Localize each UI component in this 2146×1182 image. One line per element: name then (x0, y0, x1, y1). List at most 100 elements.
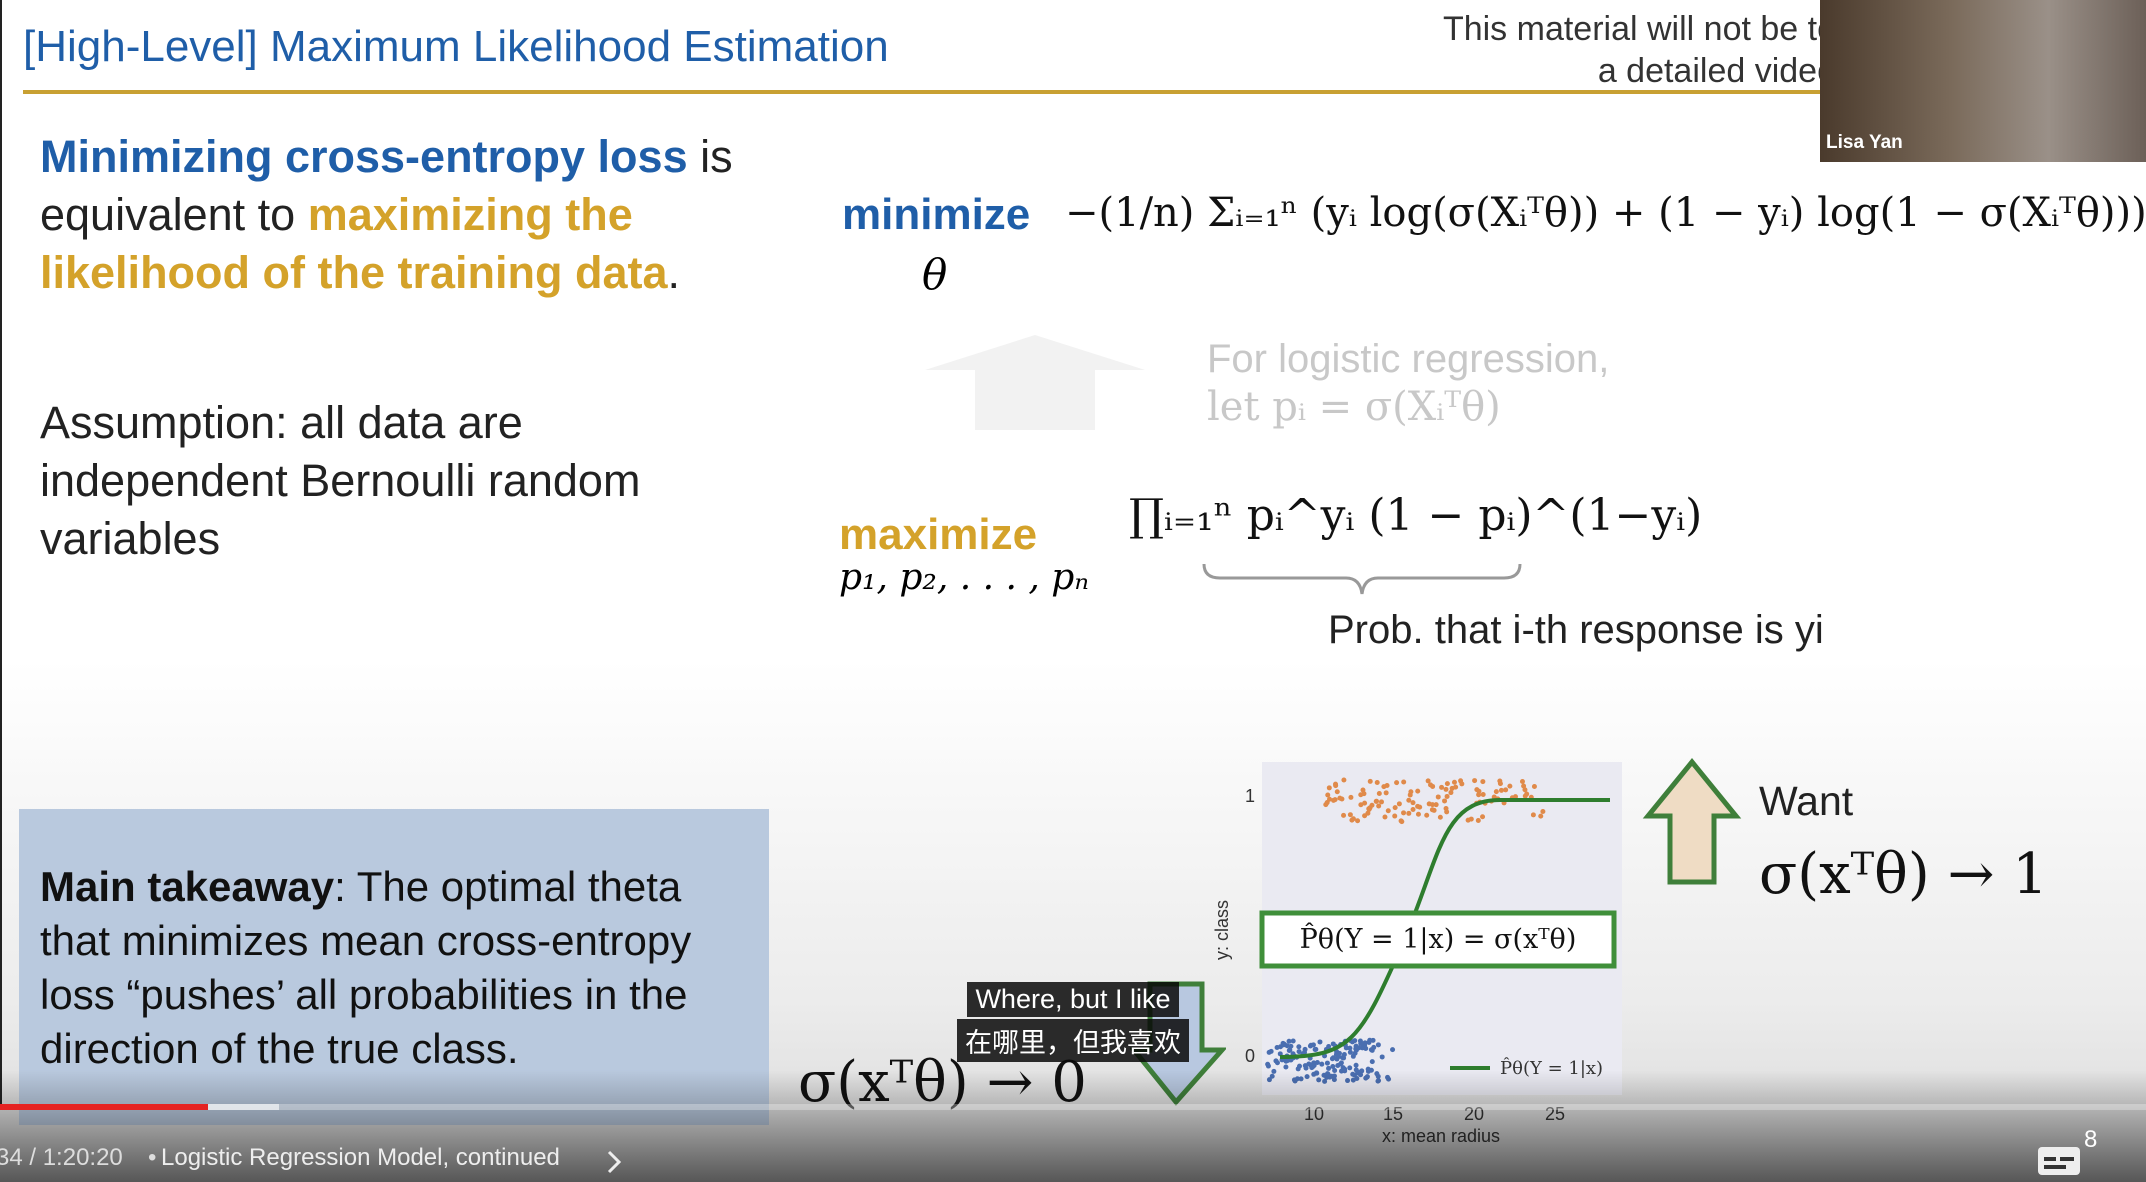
scatter-dot (1513, 794, 1519, 800)
scatter-dot (1468, 816, 1474, 822)
chapter[interactable]: Logistic Regression Model, continued (161, 1144, 560, 1171)
scatter-dot (1415, 811, 1421, 817)
scatter-dot (1437, 814, 1443, 820)
scatter-dot (1362, 813, 1368, 819)
scatter-dot (1367, 778, 1373, 784)
scatter-dot (1326, 1065, 1332, 1071)
scatter-dot (1347, 1049, 1353, 1055)
scatter-dot (1531, 783, 1537, 789)
scatter-dot (1274, 1045, 1280, 1051)
scatter-dot (1348, 794, 1354, 800)
scatter-dot (1274, 1060, 1280, 1066)
webcam-name: Lisa Yan (1826, 132, 1903, 153)
scatter-dot (1540, 809, 1546, 815)
scatter-dot (1472, 778, 1478, 784)
scatter-dot (1444, 793, 1450, 799)
captions-button[interactable] (2036, 1143, 2082, 1179)
scatter-dot (1376, 803, 1382, 809)
scatter-dot (1519, 778, 1525, 784)
scatter-dot (1394, 780, 1400, 786)
scatter-dot (1442, 798, 1448, 804)
want-label: Want (1759, 778, 1854, 824)
highlight: maximizing the likelihood of the trainin… (40, 189, 668, 298)
scatter-dot (1340, 1065, 1346, 1071)
scatter-dot (1337, 795, 1343, 801)
scatter-dot (1476, 788, 1482, 794)
scatter-dot (1385, 808, 1391, 814)
scatter-dot (1325, 792, 1331, 798)
scatter-dot (1353, 1062, 1359, 1068)
brace-label: Prob. that i-th response is yi (1328, 608, 1824, 652)
hint-line: let pᵢ = σ(Xᵢᵀθ) (1207, 384, 1501, 430)
scatter-dot (1443, 805, 1449, 811)
note-line: This material will not be to (1442, 10, 1836, 48)
scatter-dot (1430, 783, 1436, 789)
scatter-dot (1429, 807, 1435, 813)
scatter-dot (1392, 805, 1398, 811)
scatter-dot (1374, 780, 1380, 786)
minimize-subscript: θ (922, 250, 948, 299)
scatter-dot (1362, 1040, 1368, 1046)
scatter-dot (1309, 1065, 1315, 1071)
likelihood-formula: ∏ᵢ₌₁ⁿ pᵢ^yᵢ (1 − pᵢ)^(1−yᵢ) (1129, 490, 1703, 541)
scatter-dot (1435, 794, 1441, 800)
controls-shade (0, 1070, 2146, 1182)
scatter-dot (1296, 1049, 1302, 1055)
progress-played (0, 1104, 208, 1110)
webcam: Lisa Yan (1820, 0, 2146, 162)
scatter-dot (1407, 792, 1413, 798)
scatter-dot (1290, 1038, 1296, 1044)
title-rule (23, 90, 1823, 94)
brace (1202, 563, 1522, 595)
maximize-subscript: p₁, p₂, . . . , pₙ (839, 557, 1089, 598)
slide-edge (0, 0, 2, 1110)
scatter-dot (1378, 799, 1384, 805)
scatter-dot (1443, 786, 1449, 792)
scatter-dot (1369, 1059, 1375, 1065)
scatter-dot (1498, 787, 1504, 793)
y-tick-label: 0 (1245, 1046, 1255, 1066)
scatter-dot (1375, 1042, 1381, 1048)
scatter-dot (1379, 1054, 1385, 1060)
scatter-dot (1429, 802, 1435, 808)
scatter-dot (1406, 810, 1412, 816)
scatter-dot (1367, 805, 1373, 811)
scatter-dot (1390, 1047, 1396, 1053)
minimize-keyword: minimize (842, 190, 1031, 239)
scatter-dot (1347, 1065, 1353, 1071)
chapter-chevron[interactable] (604, 1148, 624, 1176)
scatter-dot (1314, 1060, 1320, 1066)
scatter-dot (1410, 800, 1416, 806)
progress-track[interactable] (0, 1104, 2146, 1110)
scatter-dot (1329, 1056, 1335, 1062)
scatter-dot (1288, 1043, 1294, 1049)
scatter-dot (1326, 785, 1332, 791)
scatter-dot (1359, 1045, 1365, 1051)
caption-line: 在哪里，但我喜欢 (957, 1019, 1189, 1062)
scatter-dot (1283, 1064, 1289, 1070)
scatter-dot (1398, 818, 1404, 824)
curve-label: P̂θ(Y = 1|x) = σ(xᵀθ) (1300, 922, 1577, 955)
scatter-dot (1521, 783, 1527, 789)
scatter-dot (1331, 797, 1337, 803)
scatter-dot (1475, 818, 1481, 824)
caption-line: Where, but I like (967, 982, 1179, 1017)
scatter-dot (1311, 1060, 1317, 1066)
text: is equivalent to (40, 131, 733, 240)
scatter-dot (1368, 1047, 1374, 1053)
time: 34 / 1:20:20 (0, 1144, 123, 1171)
scatter-dot (1406, 797, 1412, 803)
scatter-dot (1303, 1065, 1309, 1071)
scatter-dot (1319, 1061, 1325, 1067)
text: . (667, 247, 681, 298)
badge: 8 (2084, 1126, 2098, 1153)
scatter-dot (1392, 813, 1398, 819)
scatter-dot (1415, 803, 1421, 809)
scatter-dot (1444, 781, 1450, 787)
scatter-dot (1284, 1043, 1290, 1049)
faded-arrow (925, 335, 1145, 430)
scatter-dot (1343, 1045, 1349, 1051)
takeaway: Main takeaway: The optimal theta that mi… (40, 860, 760, 1076)
scatter-dot (1353, 1047, 1359, 1053)
up-arrow (1642, 758, 1742, 885)
